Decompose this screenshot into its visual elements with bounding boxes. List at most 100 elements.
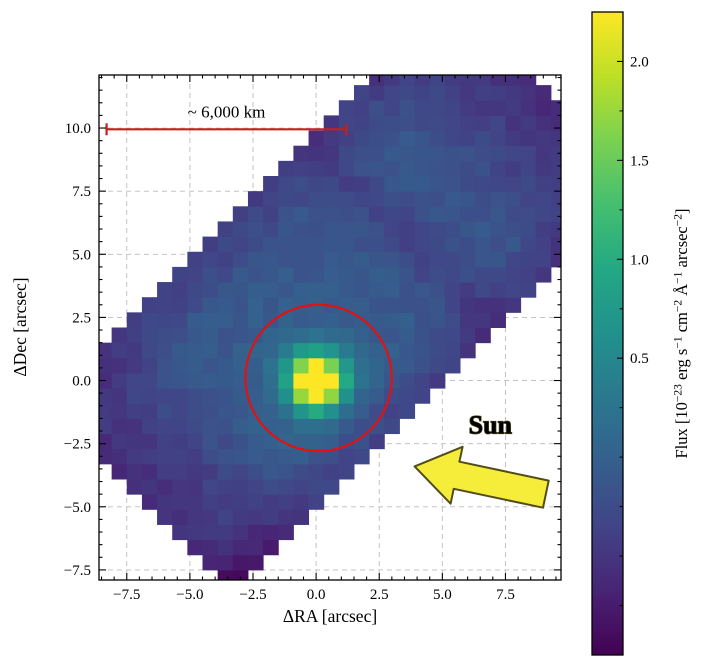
heatmap-cell — [399, 191, 416, 207]
heatmap-cell — [353, 388, 370, 404]
heatmap-cell — [338, 312, 355, 328]
heatmap-cell — [399, 100, 416, 116]
heatmap-cell — [338, 251, 355, 268]
heatmap-cell — [172, 282, 188, 298]
heatmap-cell — [232, 312, 249, 328]
heatmap-cell — [247, 509, 264, 525]
heatmap-cell — [263, 251, 279, 268]
heatmap-cell — [202, 388, 219, 404]
heatmap-cell — [429, 372, 446, 389]
heatmap-cell — [338, 236, 355, 253]
heatmap-cell — [141, 463, 158, 480]
heatmap-cell — [338, 160, 355, 177]
heatmap-cell — [263, 357, 279, 374]
heatmap-cell — [263, 266, 279, 283]
heatmap-cell — [475, 100, 491, 116]
heatmap-cell — [247, 554, 264, 571]
heatmap-cell — [429, 357, 446, 374]
heatmap-cell — [293, 418, 310, 435]
heatmap-cell — [384, 251, 400, 268]
heatmap-cell — [202, 342, 219, 359]
heatmap-cell — [414, 145, 431, 162]
heatmap-cell — [338, 448, 355, 465]
heatmap-cell — [384, 55, 400, 71]
heatmap-cell — [353, 448, 370, 465]
heatmap-cell — [414, 297, 431, 313]
heatmap-cell — [202, 448, 219, 465]
heatmap-cell — [399, 115, 416, 132]
heatmap-cell — [111, 342, 128, 359]
heatmap-cell — [399, 266, 416, 283]
heatmap-cell — [369, 418, 385, 435]
heatmap-cell — [308, 130, 325, 147]
heatmap-cell — [460, 75, 476, 86]
heatmap-cell — [247, 418, 264, 435]
heatmap-cell — [278, 342, 294, 359]
heatmap-cell — [278, 509, 294, 525]
heatmap-cell — [444, 130, 461, 147]
heatmap-cell — [414, 312, 431, 328]
heatmap-cell — [520, 85, 537, 101]
heatmap-cell — [323, 145, 340, 162]
heatmap-cell — [535, 85, 552, 101]
heatmap-cell — [414, 85, 431, 101]
heatmap-cell — [505, 206, 522, 222]
heatmap-cell — [444, 342, 461, 359]
heatmap-cell — [384, 418, 400, 435]
heatmap-cell — [247, 448, 264, 465]
heatmap-cell — [172, 297, 188, 313]
heatmap-cell — [460, 85, 476, 101]
heatmap-cell — [353, 433, 370, 450]
heatmap-cell — [414, 75, 431, 86]
heatmap-cell — [475, 236, 491, 253]
heatmap-cell — [126, 357, 143, 374]
heatmap-cell — [187, 327, 204, 344]
heatmap-cell — [353, 145, 370, 162]
heatmap-cell — [566, 221, 582, 237]
y-tick-label: 10.0 — [65, 121, 91, 137]
heatmap-cell — [247, 297, 264, 313]
heatmap-cell — [429, 145, 446, 162]
heatmap-cell — [308, 342, 325, 359]
heatmap-cell — [247, 494, 264, 510]
heatmap-cell — [157, 357, 173, 374]
heatmap-cell — [141, 388, 158, 404]
heatmap-cell — [535, 266, 552, 283]
heatmap-cell — [293, 297, 310, 313]
heatmap-cell — [141, 327, 158, 344]
heatmap-cell — [278, 357, 294, 374]
plot-frame — [98, 74, 562, 581]
heatmap-cell — [232, 403, 249, 419]
heatmap-cell — [444, 236, 461, 253]
heatmap-cell — [232, 206, 249, 222]
heatmap-cell — [217, 282, 234, 298]
heatmap-cell — [263, 448, 279, 465]
heatmap-cell — [535, 236, 552, 253]
heatmap-cell — [111, 388, 128, 404]
heatmap-cell — [535, 115, 552, 132]
heatmap-cell — [202, 509, 219, 525]
heatmap-cell — [429, 191, 446, 207]
heatmap-cell — [399, 130, 416, 147]
heatmap-cell — [369, 160, 385, 177]
x-tick-label: 2.5 — [370, 587, 389, 603]
heatmap-cell — [414, 221, 431, 238]
heatmap-cell — [263, 539, 279, 556]
heatmap-cell — [490, 75, 506, 86]
heatmap-cell — [278, 418, 294, 435]
heatmap-cell — [278, 176, 294, 192]
heatmap-cell — [308, 236, 325, 253]
heatmap-cell — [308, 403, 325, 419]
heatmap-cell — [263, 206, 279, 222]
axes: −7.5 −5.0 −2.5 0.0 2.5 5.0 7.5 −7.5 −5.0 −2.5 0.0 2… — [64, 74, 562, 603]
heatmap-cell — [293, 251, 310, 268]
heatmap-cell — [550, 221, 561, 238]
heatmap-cell — [430, 55, 446, 71]
heatmap-cell — [263, 236, 279, 253]
heatmap-cell — [308, 357, 325, 374]
heatmap-cell — [353, 221, 370, 238]
y-tick-label: −5.0 — [64, 500, 91, 516]
heatmap-cell — [338, 266, 355, 283]
heatmap-cell — [429, 85, 446, 101]
heatmap-cell — [278, 479, 294, 495]
